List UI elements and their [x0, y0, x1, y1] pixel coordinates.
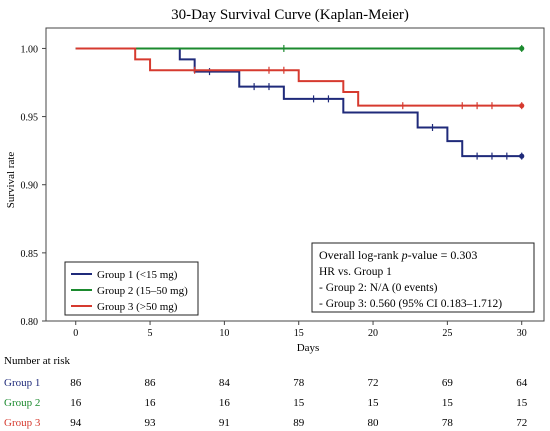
pvalue-suffix: -value = 0.303: [408, 248, 478, 262]
risk-cell: 15: [293, 397, 305, 409]
risk-row-label-group-2: Group 2: [4, 397, 40, 409]
legend: Group 1 (<15 mg) Group 2 (15–50 mg) Group …: [64, 261, 199, 316]
risk-cell: 64: [516, 377, 528, 389]
risk-table: Number at risk Group 1 86 86 84 78 72 69 64 Grou…: [4, 355, 528, 429]
plot-area-frame: [45, 27, 545, 322]
x-tick-label: 0: [73, 328, 78, 339]
x-tick-label: 20: [368, 328, 378, 339]
pvalue-italic-p: p: [401, 248, 408, 262]
legend-box: [64, 261, 199, 316]
risk-cell: 93: [145, 417, 157, 429]
x-tick-label: 30: [517, 328, 527, 339]
risk-cell: 16: [70, 397, 82, 409]
y-tick-label: 0.90: [21, 181, 39, 192]
risk-cell: 15: [368, 397, 380, 409]
x-tick-label: 5: [148, 328, 153, 339]
legend-label-group-1: Group 1 (<15 mg): [97, 269, 178, 281]
risk-cell: 89: [293, 417, 305, 429]
annotation-line: - Group 2: N/A (0 events): [319, 282, 438, 294]
risk-cell: 91: [219, 417, 230, 429]
end-point-group-2: [519, 45, 525, 52]
risk-cell: 78: [293, 377, 305, 389]
risk-cell: 78: [442, 417, 454, 429]
risk-row-label-group-3: Group 3: [4, 417, 41, 429]
risk-cell: 84: [219, 377, 231, 389]
risk-cell: 86: [145, 377, 157, 389]
y-tick-label: 0.80: [21, 317, 39, 328]
survival-line-group-1: [75, 47, 522, 158]
end-point-group-3: [519, 103, 525, 109]
risk-cell: 15: [442, 397, 454, 409]
risk-cell: 72: [516, 417, 527, 429]
x-axis: 0 5 10 15 20 25 30: [73, 321, 527, 339]
pvalue-prefix: Overall log-rank: [319, 248, 402, 262]
risk-cell: 15: [516, 397, 528, 409]
annotation-box: [311, 242, 535, 313]
x-axis-label: Days: [297, 342, 320, 354]
stats-annotation: Overall log-rank p-value = 0.303 HR vs. …: [311, 242, 535, 313]
risk-cell: 94: [70, 417, 82, 429]
risk-table-title: Number at risk: [4, 355, 70, 367]
x-tick-label: 15: [294, 328, 304, 339]
risk-cell: 69: [442, 377, 454, 389]
y-tick-label: 0.95: [21, 113, 39, 124]
survival-line-group-3: [75, 47, 522, 107]
legend-label-group-2: Group 2 (15–50 mg): [97, 285, 188, 297]
pvalue-text: Overall log-rank p-value = 0.303: [319, 248, 477, 262]
risk-cell: 80: [368, 417, 380, 429]
risk-cell: 86: [70, 377, 82, 389]
risk-cell: 72: [368, 377, 379, 389]
legend-label-group-3: Group 3 (>50 mg): [97, 301, 178, 313]
end-point-group-1: [519, 153, 525, 159]
chart-title: 30-Day Survival Curve (Kaplan-Meier): [171, 7, 409, 23]
annotation-line: HR vs. Group 1: [319, 266, 392, 278]
risk-cell: 16: [145, 397, 157, 409]
y-tick-label: 0.85: [21, 249, 39, 260]
y-axis-label: Survival rate: [5, 152, 17, 209]
survival-curves: [75, 44, 525, 160]
annotation-line: - Group 3: 0.560 (95% CI 0.183–1.712): [319, 298, 502, 310]
x-tick-label: 10: [219, 328, 229, 339]
risk-cell: 16: [219, 397, 231, 409]
x-tick-label: 25: [442, 328, 452, 339]
risk-row-label-group-1: Group 1: [4, 377, 40, 389]
y-tick-label: 1.00: [21, 44, 39, 55]
y-axis: 0.80 0.85 0.90 0.95 1.00: [21, 44, 46, 328]
